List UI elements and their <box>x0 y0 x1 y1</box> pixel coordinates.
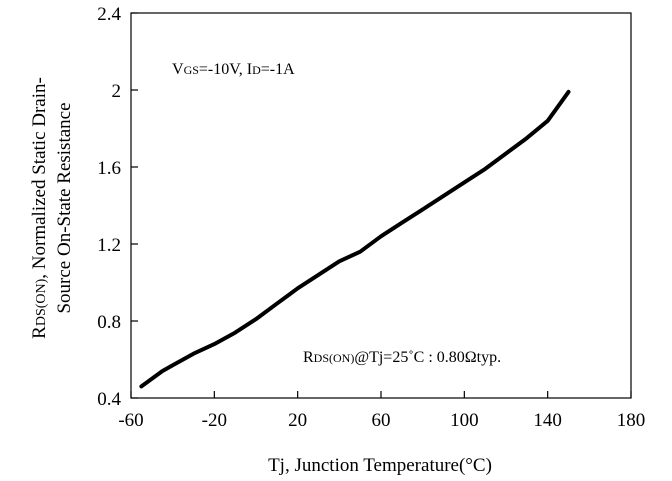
y-axis-title-line2: Source On-State Resistance <box>54 102 75 313</box>
y-tick-label: 1.6 <box>97 158 121 179</box>
y-axis-ticks: 0.4 0.8 1.2 1.6 2 2.4 <box>97 4 138 410</box>
series-line <box>139 89 571 389</box>
conditions-annotation: VGS=-10V, ID=-1A <box>172 61 295 78</box>
y-tick-label: 0.8 <box>97 312 121 333</box>
y-tick-label: 2 <box>112 81 122 102</box>
x-axis-title: Tj, Junction Temperature(°C) <box>268 455 492 476</box>
y-tick-label: 0.4 <box>97 389 121 410</box>
x-tick-label: -20 <box>202 410 227 431</box>
y-tick-label: 1.2 <box>97 235 121 256</box>
typical-annotation: RDS(ON)@Tj=25˚C : 0.80Ωtyp. <box>303 349 501 366</box>
x-tick-label: 140 <box>533 410 562 431</box>
y-axis-title: RDS(ON), Normalized Static Drain- <box>29 77 50 339</box>
x-tick-label: 60 <box>372 410 391 431</box>
x-tick-label: 20 <box>288 410 307 431</box>
x-axis-ticks: -60 -20 20 60 100 140 180 <box>118 391 645 431</box>
x-tick-label: -60 <box>118 410 143 431</box>
x-tick-label: 100 <box>450 410 479 431</box>
x-tick-label: 180 <box>617 410 646 431</box>
y-tick-label: 2.4 <box>97 4 121 25</box>
